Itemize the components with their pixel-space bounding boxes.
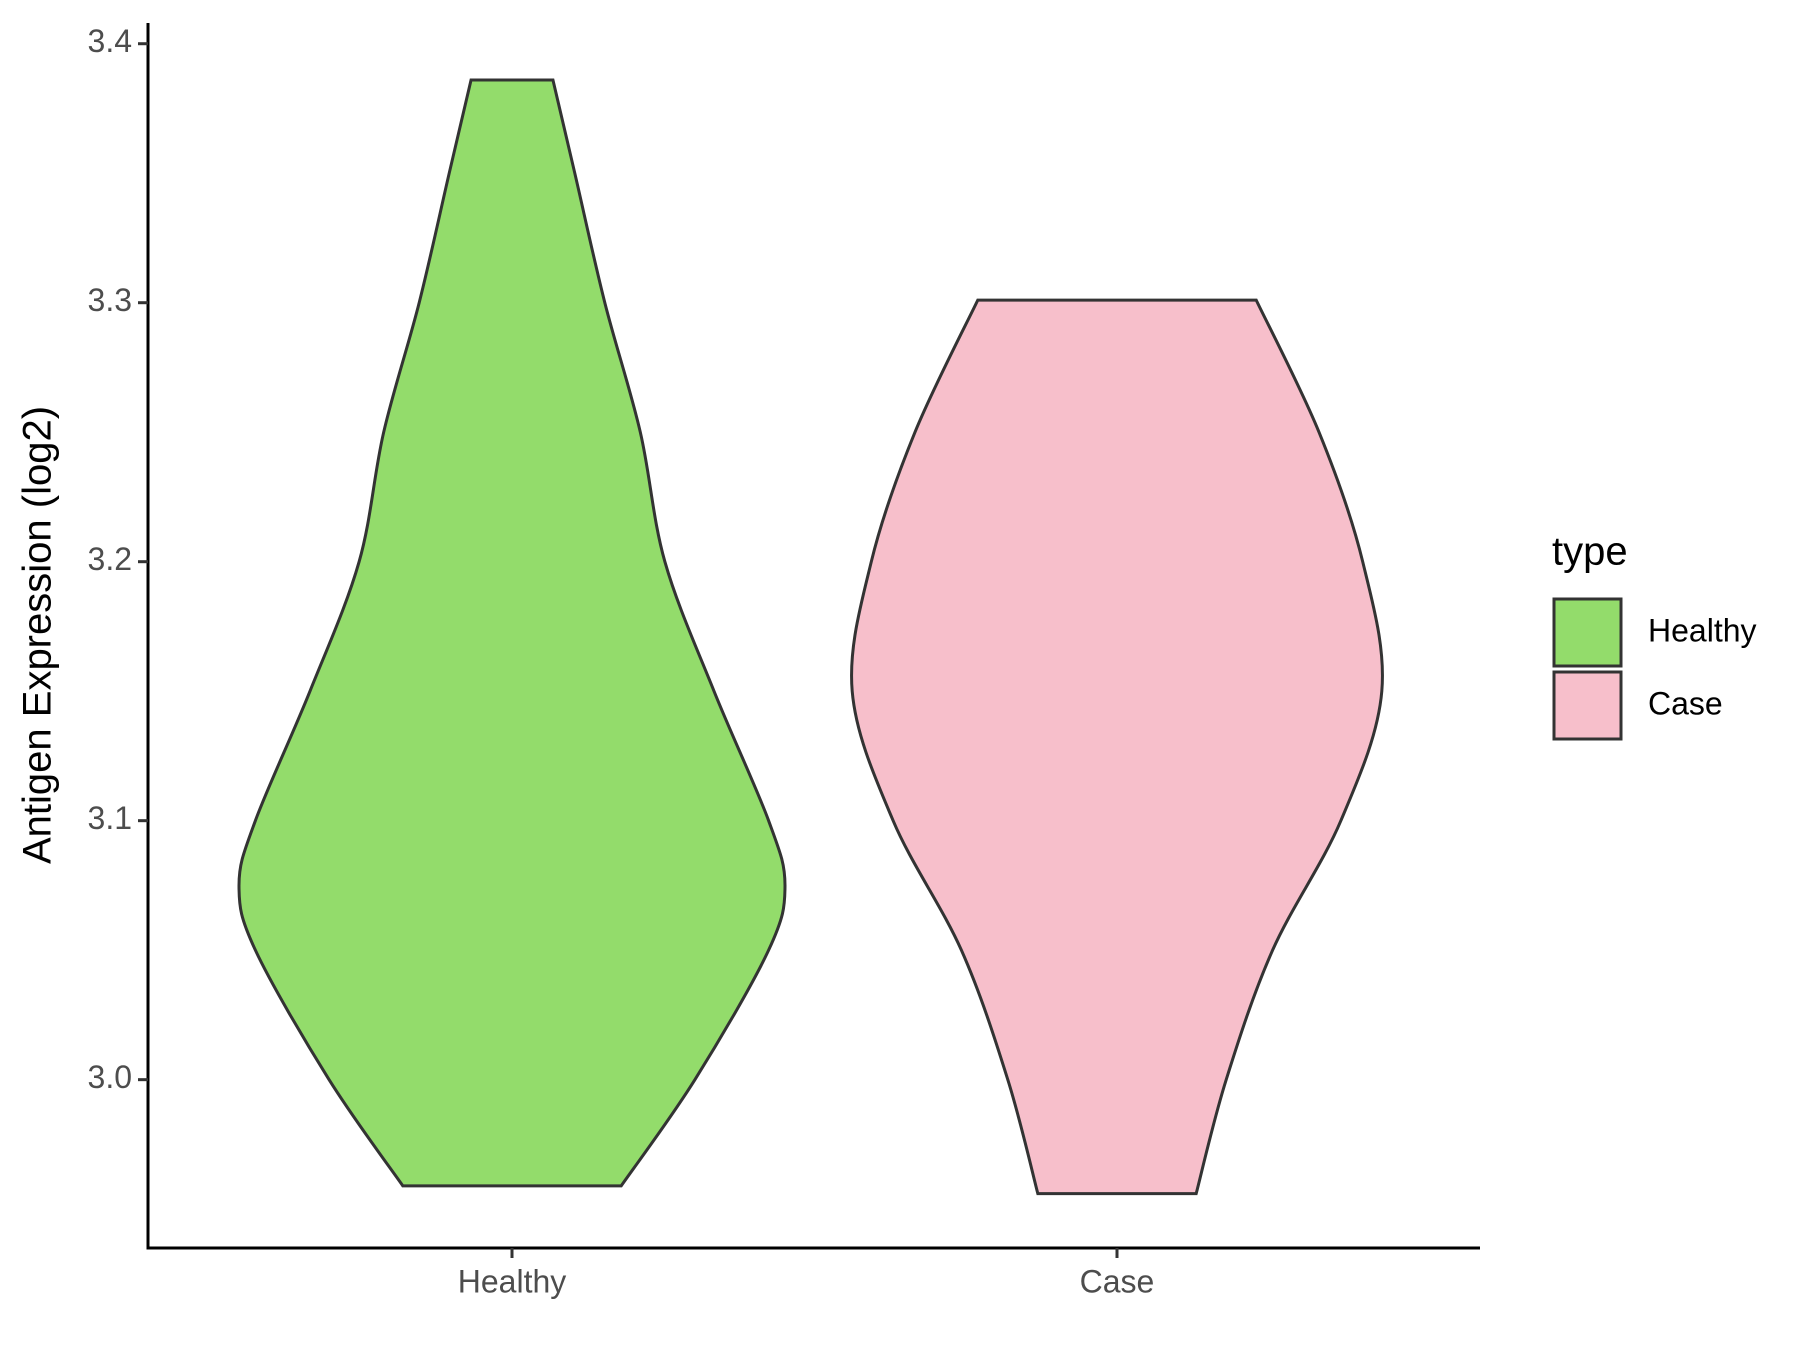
- x-tick-label: Healthy: [458, 1263, 567, 1299]
- y-tick-label: 3.1: [88, 800, 132, 836]
- legend-label: Healthy: [1648, 612, 1757, 648]
- legend-title: type: [1552, 530, 1628, 574]
- legend-key: [1552, 670, 1623, 741]
- violin: [850, 298, 1384, 1196]
- legend-key: [1552, 597, 1623, 668]
- y-axis-title: Antigen Expression (log2): [16, 406, 60, 864]
- y-tick-label: 3.0: [88, 1059, 132, 1095]
- x-tick-label: Case: [1080, 1263, 1155, 1299]
- y-tick-label: 3.2: [88, 541, 132, 577]
- legend-label: Case: [1648, 685, 1723, 721]
- violin: [237, 78, 787, 1188]
- y-tick-label: 3.4: [88, 23, 132, 59]
- y-tick-label: 3.3: [88, 282, 132, 318]
